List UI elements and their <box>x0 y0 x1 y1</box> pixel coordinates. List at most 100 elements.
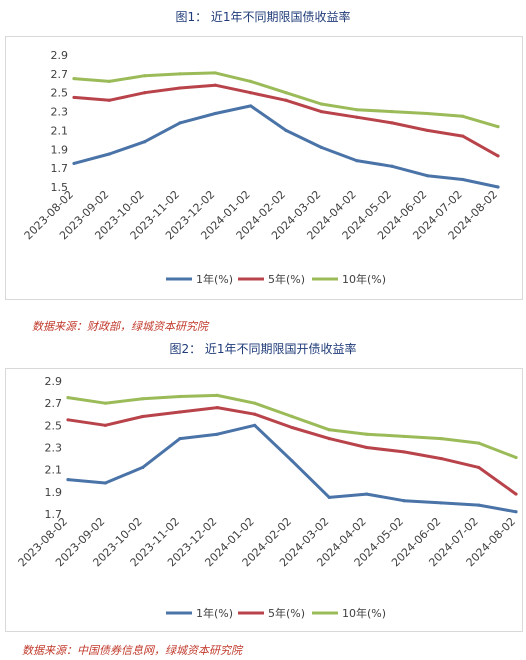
chart2-panel: 1.7 1.9 2.1 2.3 2.5 2.7 2.9 2023-08-02 2023-09-0… <box>5 368 523 632</box>
chart2-svg: 1.71.92.12.32.52.72.92023-08-022023-09-0… <box>16 375 518 620</box>
legend-label: 5年(%) <box>268 606 305 620</box>
data-point <box>66 478 70 482</box>
figure1-title: 图1： 近1年不同期限国债收益率 <box>175 10 351 24</box>
figure2-title: 图2： 近1年不同期限国开债收益率 <box>169 342 357 356</box>
data-point <box>249 79 253 83</box>
data-point <box>103 481 107 485</box>
data-point <box>496 125 500 129</box>
data-point <box>290 425 294 430</box>
data-point <box>402 499 406 503</box>
legend-label: 1年(%) <box>196 272 233 286</box>
data-point <box>439 456 443 461</box>
data-point <box>461 177 465 182</box>
data-point <box>213 83 217 87</box>
data-point <box>215 432 219 436</box>
data-point <box>477 441 481 445</box>
data-point <box>143 140 147 144</box>
data-point <box>365 445 369 450</box>
y-tick-label: 2.1 <box>51 124 69 137</box>
y-tick-label: 2.5 <box>45 419 63 432</box>
data-point <box>213 71 217 75</box>
y-tick-label: 2.7 <box>51 68 69 81</box>
legend-label: 1年(%) <box>196 606 233 620</box>
data-point <box>178 121 182 125</box>
data-point <box>461 134 465 138</box>
data-point <box>390 164 394 168</box>
y-tick-label: 2.9 <box>45 375 63 388</box>
data-point <box>249 91 253 95</box>
y-tick-label: 2.5 <box>51 87 69 100</box>
data-point <box>141 397 145 401</box>
y-tick-label: 2.3 <box>51 106 69 119</box>
data-point <box>365 492 369 496</box>
data-point <box>284 91 288 95</box>
data-point <box>213 111 217 116</box>
series-line-0 <box>73 104 499 189</box>
chart1-panel: 1.5 1.7 1.9 2.1 2.3 2.5 2.7 2.9 2023-08-02 2023-0… <box>5 36 523 300</box>
data-point <box>365 432 369 436</box>
data-point <box>178 86 182 90</box>
data-point <box>178 410 182 414</box>
data-point <box>103 401 107 405</box>
y-tick-label: 1.7 <box>51 162 69 175</box>
data-point <box>425 111 429 116</box>
data-point <box>141 414 145 419</box>
data-point <box>496 185 500 189</box>
data-point <box>514 492 518 496</box>
y-tick-label: 1.9 <box>45 486 63 499</box>
data-point <box>425 128 429 133</box>
data-point <box>215 393 219 398</box>
data-point <box>107 79 111 83</box>
data-point <box>355 115 359 119</box>
data-point <box>514 455 518 460</box>
data-point <box>355 108 359 112</box>
y-tick-label: 2.7 <box>45 397 63 410</box>
chart1-svg: 1.51.71.92.12.32.52.72.92023-08-022023-0… <box>22 49 500 286</box>
y-tick-label: 1.9 <box>51 143 69 156</box>
data-point <box>143 91 147 95</box>
data-point <box>496 154 500 158</box>
data-point <box>103 423 107 427</box>
data-point <box>425 174 429 178</box>
data-point <box>477 465 481 470</box>
data-point <box>319 145 323 149</box>
data-point <box>178 72 182 76</box>
data-point <box>253 412 257 416</box>
data-point <box>284 98 288 102</box>
data-point <box>249 104 253 108</box>
figure2-source: 数据来源：中国债券信息网，绿城资本研究院 <box>22 644 242 657</box>
data-point <box>402 434 406 439</box>
data-point <box>390 121 394 125</box>
data-point <box>178 437 182 441</box>
data-point <box>355 159 359 163</box>
data-point <box>72 161 76 166</box>
data-point <box>327 428 331 432</box>
y-tick-label: 2.1 <box>45 464 63 477</box>
data-point <box>477 503 481 507</box>
data-point <box>72 95 76 100</box>
data-point <box>107 152 111 156</box>
y-tick-label: 1.7 <box>45 508 63 521</box>
data-point <box>178 394 182 399</box>
data-point <box>327 495 331 499</box>
data-point <box>141 465 145 470</box>
data-point <box>66 418 70 422</box>
data-point <box>215 406 219 410</box>
data-point <box>402 450 406 454</box>
data-point <box>439 437 443 441</box>
y-tick-label: 2.3 <box>45 442 63 455</box>
data-point <box>461 114 465 118</box>
data-point <box>284 128 288 133</box>
data-point <box>290 414 294 419</box>
legend-label: 10年(%) <box>342 272 386 286</box>
data-point <box>319 102 323 106</box>
y-tick-label: 2.9 <box>51 49 69 62</box>
data-point <box>107 98 111 102</box>
data-point <box>66 396 70 400</box>
data-point <box>319 109 323 114</box>
figure1-source: 数据来源：财政部，绿城资本研究院 <box>32 320 208 333</box>
data-point <box>514 510 518 514</box>
data-point <box>253 401 257 405</box>
data-point <box>327 437 331 441</box>
data-point <box>439 501 443 505</box>
